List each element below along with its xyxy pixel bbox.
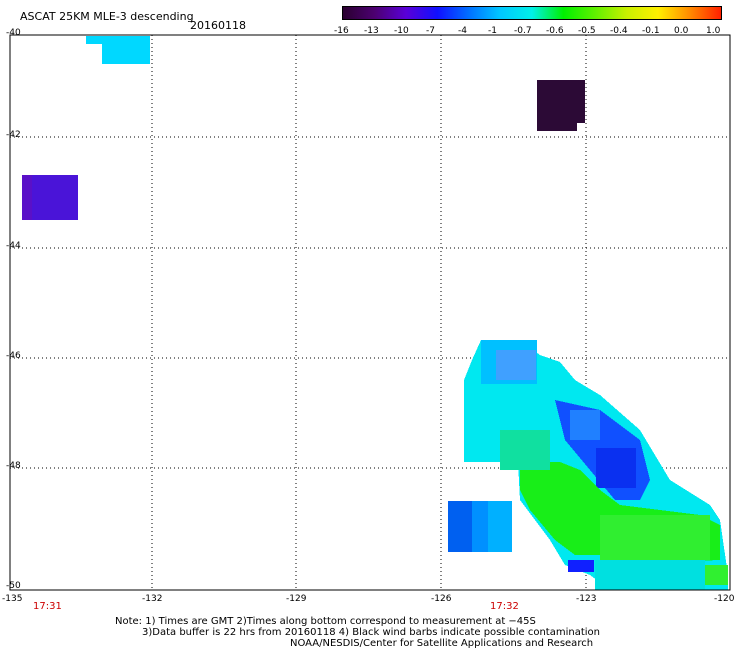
note-line-2: 3)Data buffer is 22 hrs from 20160118 4)… [142,627,600,638]
colorbar-label: -0.5 [578,26,596,36]
time-label: 17:32 [490,601,519,612]
colorbar-label: 1.0 [706,26,721,36]
time-label: 17:31 [33,601,62,612]
colorbar-label: -16 [334,26,349,36]
colorbar-label: -0.6 [546,26,564,36]
lat-label: -42 [6,130,21,140]
note-line-3: NOAA/NESDIS/Center for Satellite Applica… [290,638,594,649]
colorbar-label: -1 [488,26,497,36]
colorbar [342,6,722,20]
colorbar-label: -7 [426,26,435,36]
lat-label: -50 [6,581,21,591]
colorbar-label: -0.1 [642,26,660,36]
product-title: ASCAT 25KM MLE-3 descending [20,10,194,23]
lat-label: -40 [6,28,21,38]
lat-label: -48 [6,461,21,471]
lon-label: -126 [431,594,452,604]
lat-label: -46 [6,351,21,361]
note-line-1: Note: 1) Times are GMT 2)Times along bot… [115,616,536,627]
lon-label: -123 [576,594,597,604]
colorbar-label: -10 [394,26,409,36]
colorbar-label: -4 [458,26,467,36]
wind-data-cells [22,36,728,590]
lon-label: -120 [714,594,735,604]
colorbar-label: -0.4 [610,26,628,36]
lon-label: -135 [2,594,23,604]
colorbar-label: -0.7 [514,26,532,36]
map-frame [9,34,731,591]
product-date: 20160118 [190,19,246,32]
map-grid [10,35,730,590]
colorbar-label: -13 [364,26,379,36]
colorbar-labels: -16 -13 -10 -7 -4 -1 -0.7 -0.6 -0.5 -0.4… [334,26,722,38]
lon-label: -132 [142,594,163,604]
lat-label: -44 [6,241,21,251]
lon-label: -129 [286,594,307,604]
colorbar-gradient [343,7,721,19]
colorbar-label: 0.0 [674,26,689,36]
